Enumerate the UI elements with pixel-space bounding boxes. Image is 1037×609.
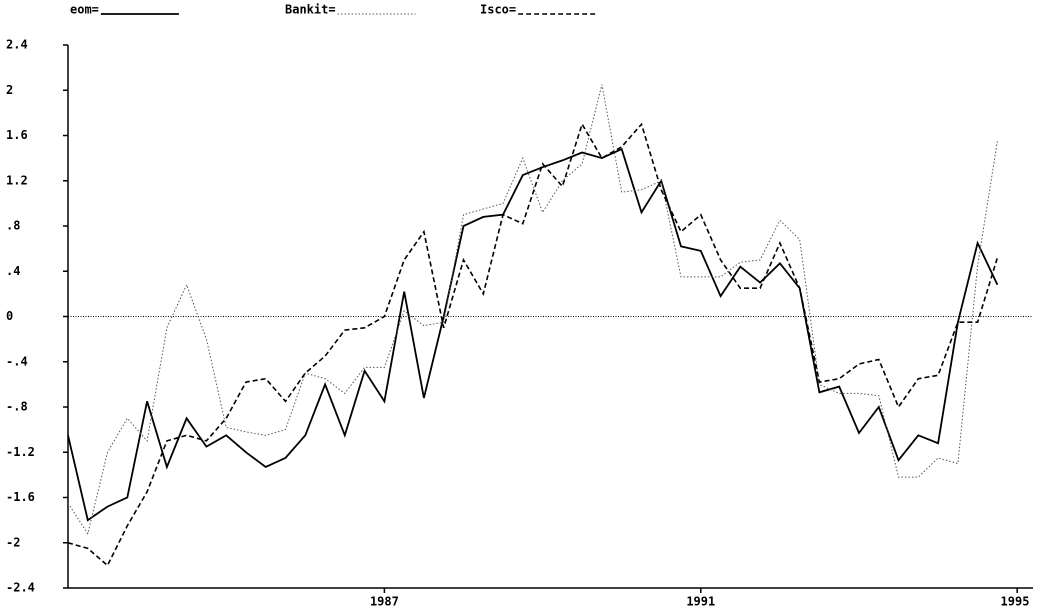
y-tick-label: 1.2	[6, 173, 28, 187]
series-line	[67, 147, 999, 522]
y-tick-label: -2	[6, 535, 20, 549]
y-tick-label: 2	[6, 83, 13, 97]
series-line	[67, 122, 999, 567]
y-tick-label: -2.4	[6, 581, 35, 595]
y-tick-label: .8	[6, 219, 20, 233]
y-tick-label: 1.6	[6, 128, 28, 142]
x-tick-label: 1987	[370, 595, 399, 609]
y-tick-label: -.8	[6, 400, 28, 414]
x-tick-label: 1991	[686, 595, 715, 609]
series-line	[67, 84, 998, 535]
legend-label: Bankit=	[285, 3, 336, 17]
x-tick-label: 1995	[1001, 595, 1030, 609]
legend-label: eom=	[70, 3, 99, 17]
y-tick-label: .4	[6, 264, 20, 278]
y-tick-label: -.4	[6, 354, 28, 368]
y-tick-label: -1.2	[6, 445, 35, 459]
legend-label: Isco=	[480, 3, 516, 17]
y-tick-label: 2.4	[6, 38, 28, 52]
y-tick-label: 0	[6, 309, 13, 323]
y-tick-label: -1.6	[6, 490, 35, 504]
